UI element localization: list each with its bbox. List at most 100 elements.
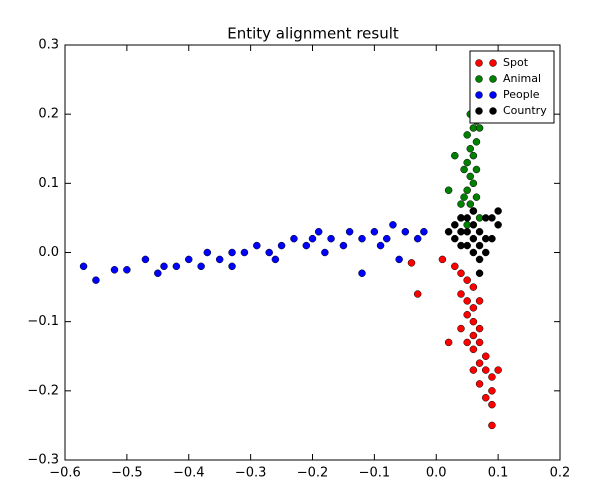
legend-marker [475,91,483,99]
x-tick-label: −0.3 [235,466,267,481]
point [482,352,490,360]
point [463,214,471,222]
point [469,221,478,229]
point [463,338,471,347]
point [457,269,465,277]
point [469,207,478,215]
point [444,228,453,236]
point [265,248,273,257]
point [383,234,391,243]
y-tick-label: 0.3 [38,38,59,53]
legend-marker [475,59,483,67]
point [407,259,416,267]
point [413,234,422,243]
y-tick-label: 0.0 [38,245,59,260]
point [475,359,484,367]
point [215,255,224,264]
legend-marker [489,107,497,115]
point [475,297,484,305]
point [469,151,478,160]
point [482,394,490,402]
point [469,331,478,340]
point [475,324,484,333]
point [475,241,484,250]
point [451,262,459,271]
y-tick-label: 0.1 [38,176,59,191]
point [308,234,317,243]
point [444,338,453,347]
point [401,228,410,236]
point [488,400,496,409]
point [475,338,484,347]
point [475,255,484,264]
point [482,248,490,257]
point [92,276,100,284]
x-tick-label: −0.4 [173,466,205,481]
point [463,186,471,194]
x-tick-label: 0.0 [426,466,447,481]
point [463,158,471,167]
point [376,241,385,250]
point [358,234,366,243]
point [420,228,428,236]
x-tick-label: −0.6 [49,466,81,481]
point [482,366,490,374]
point [457,241,465,250]
point [463,311,471,319]
chart-title: Entity alignment result [227,25,399,43]
point [472,193,481,201]
point [463,276,471,284]
point [475,228,484,236]
point [494,221,502,229]
point [240,248,249,257]
point [172,262,181,271]
legend-label: People [503,88,540,101]
legend-marker [475,107,483,115]
point [466,172,475,181]
legend-marker [475,75,483,83]
point [110,266,119,274]
point [413,290,422,298]
point [203,248,212,257]
point [494,366,502,374]
point [475,380,484,388]
point [469,366,478,374]
point [488,373,496,381]
point [475,124,484,132]
point [463,131,471,139]
point [271,255,280,264]
y-tick-label: −0.3 [27,453,59,468]
legend-label: Spot [503,56,529,69]
point [472,138,481,146]
legend-marker [489,91,497,99]
point [302,241,311,250]
point [197,262,205,271]
plot-frame [64,44,561,461]
point [228,248,236,257]
point [451,234,459,243]
point [314,228,323,236]
point [389,221,397,229]
point [463,228,471,236]
point [141,255,150,264]
y-tick-label: −0.2 [27,383,59,398]
point [469,317,478,326]
legend-marker [489,59,497,67]
point [488,387,496,395]
point [472,165,481,174]
point [327,234,335,243]
point [469,179,478,188]
point [469,248,478,257]
point [451,221,459,229]
point [253,241,261,250]
point [395,255,403,264]
point [79,262,88,271]
legend-label: Country [503,104,547,117]
point [488,421,496,430]
point [339,241,348,250]
x-tick-label: −0.1 [359,466,391,481]
y-tick-label: 0.2 [38,107,59,122]
point [321,248,329,257]
point [444,186,453,194]
